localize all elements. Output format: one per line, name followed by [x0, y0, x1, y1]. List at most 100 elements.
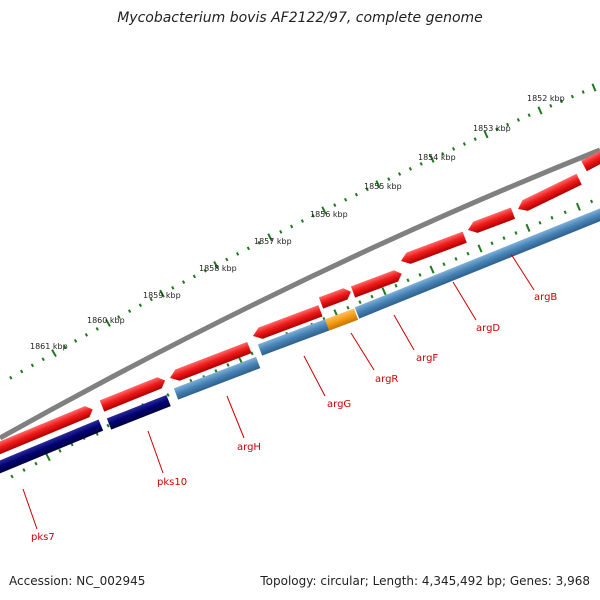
scale-minor-tick — [358, 300, 362, 305]
scale-minor-tick — [214, 369, 218, 373]
scale-minor-tick — [106, 423, 110, 428]
leader-argH — [226, 395, 245, 439]
scale-minor-tick — [34, 461, 38, 466]
scale-minor-tick — [346, 305, 350, 310]
scale-minor-tick — [490, 241, 494, 246]
scale-major-tick — [45, 453, 51, 462]
scale-major-tick — [51, 349, 57, 358]
scale-major-tick — [105, 318, 111, 327]
scale-minor-tick — [370, 294, 374, 299]
scale-minor-tick — [454, 257, 458, 261]
scale-minor-tick — [419, 161, 423, 166]
scale-minor-tick — [117, 315, 121, 319]
scale-minor-tick — [58, 448, 62, 453]
leader-pks7 — [22, 488, 38, 530]
leader-argF — [393, 314, 415, 351]
scale-minor-tick — [289, 224, 294, 229]
scale-minor-tick — [442, 262, 446, 267]
scale-major-tick — [267, 233, 273, 242]
scale-major-tick — [159, 289, 165, 298]
gene-label-argD: argD — [476, 323, 500, 334]
leader-argD — [452, 281, 477, 321]
scale-minor-tick — [127, 309, 132, 314]
scale-minor-tick — [462, 142, 466, 146]
scale-minor-tick — [394, 283, 398, 288]
genome-summary-text: Topology: circular; Length: 4,345,492 bp… — [260, 574, 590, 588]
scale-minor-tick — [590, 199, 594, 204]
scale-minor-tick — [138, 303, 143, 308]
gene-label-argF: argF — [416, 353, 438, 364]
scale-minor-tick — [171, 285, 175, 290]
scale-minor-tick — [279, 229, 283, 234]
scale-minor-tick — [516, 118, 520, 122]
scale-minor-tick — [257, 240, 261, 245]
track-segment-steelblue — [173, 356, 261, 400]
scale-minor-tick — [354, 192, 358, 197]
gene-label-argB: argB — [534, 292, 557, 303]
scale-minor-tick — [344, 197, 348, 202]
cds-arrow — [99, 377, 166, 412]
scale-minor-tick — [550, 215, 554, 220]
scale-minor-tick — [408, 167, 412, 171]
scale-minor-tick — [418, 273, 422, 277]
scale-major-tick — [429, 154, 435, 163]
scale-minor-tick — [495, 127, 499, 132]
leader-argB — [510, 253, 535, 291]
scale-minor-tick — [203, 268, 207, 273]
scale-minor-tick — [333, 203, 337, 207]
scale-minor-tick — [192, 274, 197, 279]
track-segment-navy — [0, 419, 104, 477]
scale-label: 1853 kbp — [473, 124, 511, 133]
scale-minor-tick — [549, 103, 553, 108]
scale-minor-tick — [570, 94, 574, 99]
genome-backbone — [0, 147, 600, 441]
gene-label-argH: argH — [237, 442, 261, 453]
track-segment-steelblue — [354, 206, 600, 319]
scale-minor-tick — [563, 210, 567, 215]
cds-arrow — [318, 288, 351, 309]
feature-track — [0, 206, 600, 477]
scale-minor-tick — [226, 363, 230, 367]
scale-label: 1860 kbp — [87, 316, 125, 325]
scale-minor-tick — [441, 151, 445, 156]
gene-leaders — [22, 253, 535, 530]
scale-minor-tick — [560, 99, 564, 104]
scale-minor-tick — [149, 297, 153, 302]
cds-arrow — [170, 341, 252, 381]
scale-label: 1852 kbp — [527, 94, 565, 103]
scale-minor-tick — [538, 220, 542, 225]
scale-dots — [9, 83, 597, 380]
scale-label: 1856 kbp — [310, 210, 348, 219]
gene-label-argG: argG — [327, 399, 351, 410]
scale-minor-tick — [166, 393, 170, 397]
gene-label-argR: argR — [375, 374, 398, 385]
scale-minor-tick — [73, 339, 78, 343]
cds-arrow — [0, 406, 93, 462]
accession-text: Accession: NC_002945 — [9, 574, 146, 588]
track-segment-orange — [324, 308, 359, 331]
scale-major-tick — [381, 287, 387, 296]
scale-minor-tick — [473, 137, 477, 141]
scale-minor-tick — [63, 345, 67, 349]
scale-minor-tick — [246, 246, 251, 251]
scale-minor-tick — [22, 468, 26, 472]
cds-arrow — [350, 270, 402, 298]
scale-major-tick — [537, 106, 543, 115]
scale-label: 1855 kbp — [364, 182, 402, 191]
leader-argR — [350, 332, 375, 371]
track-segment-steelblue — [257, 319, 330, 356]
scale-major-tick — [525, 223, 531, 232]
gene-labels: argB argD argF argR argG argH pks10 pks7 — [31, 292, 557, 543]
scale-minor-tick — [365, 187, 369, 192]
scale-minor-tick — [9, 375, 13, 380]
scale-minor-tick — [41, 357, 45, 362]
scale-minor-tick — [181, 280, 186, 284]
cds-arrow — [253, 305, 323, 339]
scale-minor-tick — [452, 147, 456, 151]
scale-minor-tick — [387, 177, 391, 181]
leader-argG — [303, 355, 326, 397]
scale-minor-tick — [502, 236, 506, 240]
scale-major-tick — [375, 180, 381, 189]
cds-arrow — [401, 231, 467, 264]
scale-minor-tick — [225, 257, 229, 262]
